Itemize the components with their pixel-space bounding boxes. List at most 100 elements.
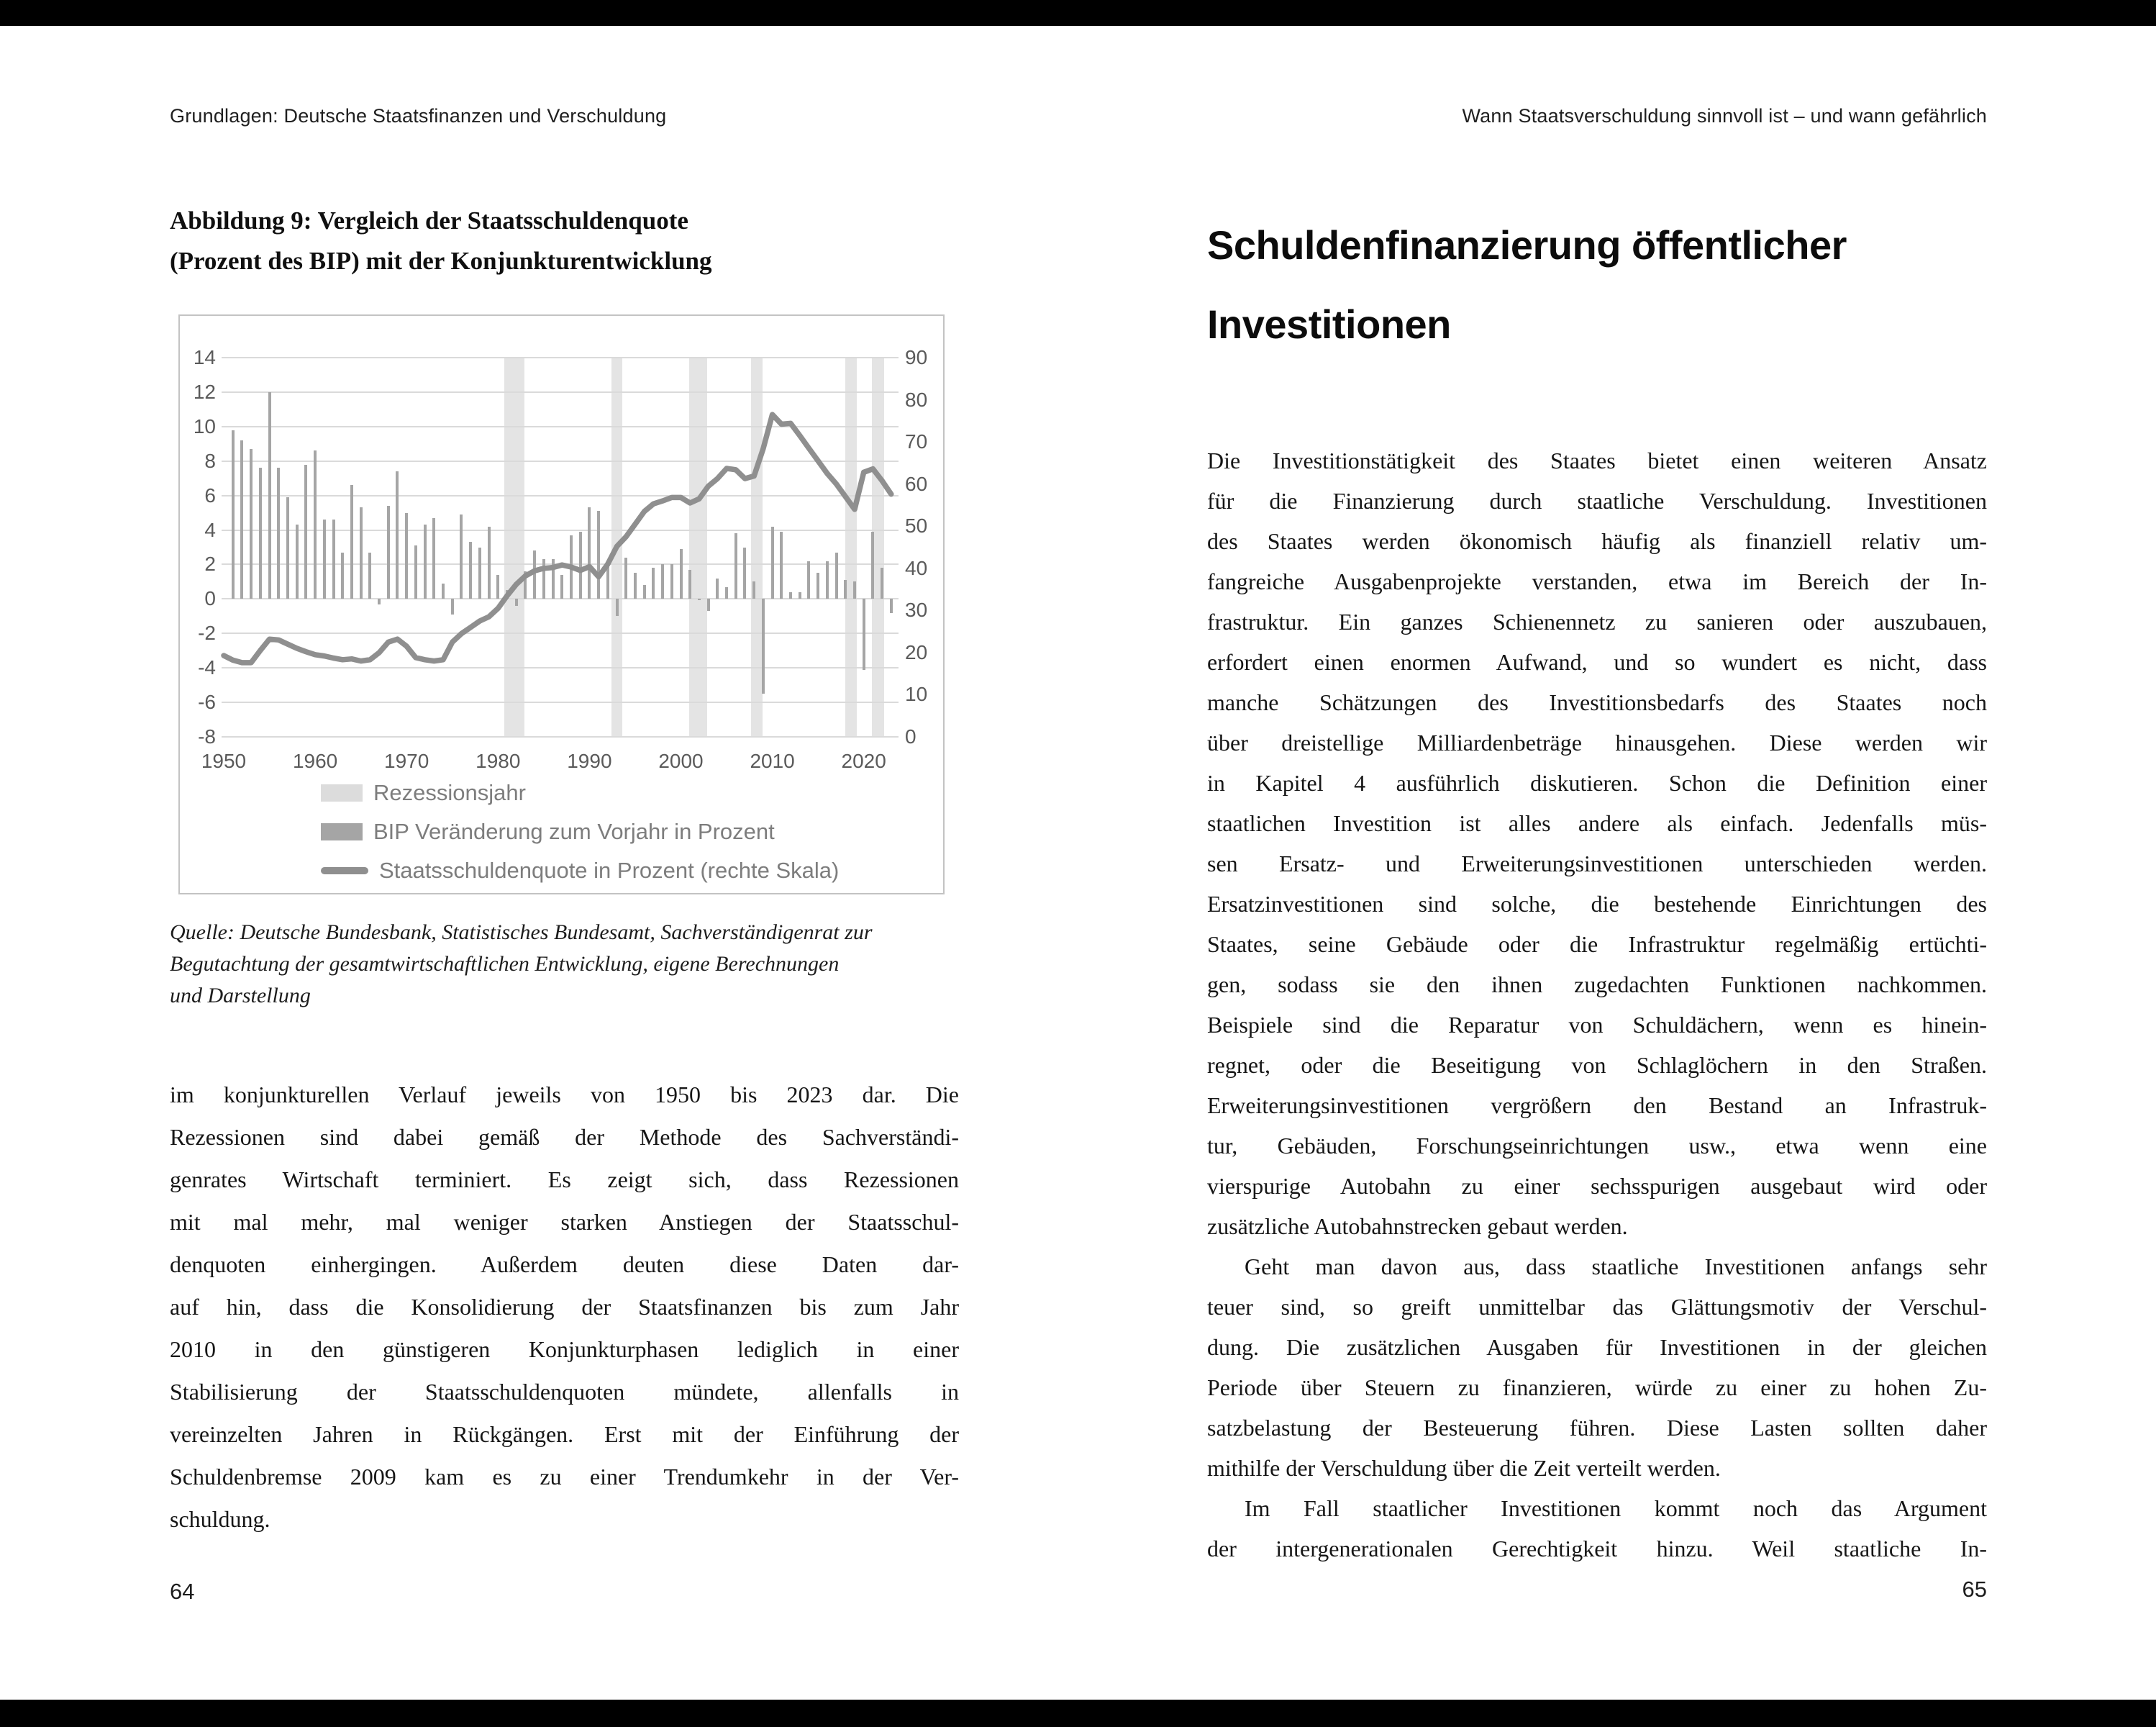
left-running-header: Grundlagen: Deutsche Staatsfinanzen und … xyxy=(170,105,667,127)
text-line: Im Fall staatlicher Investitionen kommt … xyxy=(1245,1495,1987,1521)
gdp-bar xyxy=(798,591,801,599)
right-body-text: Die Investitionstätigkeit des Staates bi… xyxy=(1207,440,1987,1569)
recession-band xyxy=(872,358,884,737)
gdp-bar xyxy=(578,531,582,599)
gdp-bar xyxy=(322,520,326,599)
gridline xyxy=(222,702,899,704)
gdp-bar xyxy=(286,497,289,599)
x-axis-label: 1960 xyxy=(292,750,338,772)
scan-edge-top xyxy=(0,0,2156,26)
gdp-bar xyxy=(378,599,381,604)
y-axis-label-right: 90 xyxy=(905,346,928,368)
gdp-bar xyxy=(496,574,500,599)
source-line-1: Quelle: Deutsche Bundesbank, Statistisch… xyxy=(170,920,873,944)
gridline xyxy=(222,391,899,393)
figure-title: Abbildung 9: Vergleich der Staatsschulde… xyxy=(170,201,712,281)
x-axis-label: 2010 xyxy=(750,750,795,772)
right-page-number: 65 xyxy=(1962,1577,1987,1602)
y-axis-label-left: 8 xyxy=(204,449,216,472)
gdp-bar xyxy=(423,525,427,599)
gdp-bar xyxy=(606,566,609,599)
gdp-bar xyxy=(460,514,463,599)
gdp-bar xyxy=(514,599,518,606)
gdp-bar xyxy=(240,440,244,599)
y-axis-label-right: 70 xyxy=(905,430,928,453)
gdp-bar xyxy=(615,599,619,617)
gridline xyxy=(222,667,899,669)
gdp-bar xyxy=(414,545,417,599)
gdp-bar xyxy=(386,506,390,599)
gdp-bar xyxy=(652,568,655,599)
text-line: erfordert einen enormen Aufwand, und so … xyxy=(1207,649,1987,675)
gdp-bar xyxy=(743,547,747,599)
text-line: vereinzelten Jahren in Rückgängen. Erst … xyxy=(170,1421,959,1447)
gdp-bar xyxy=(277,468,281,599)
gdp-bar xyxy=(588,507,591,599)
text-line: auf hin, dass die Konsolidierung der Sta… xyxy=(170,1294,959,1320)
text-line: Erweiterungsinvestitionen vergrößern den… xyxy=(1207,1092,1987,1118)
y-axis-label-right: 60 xyxy=(905,472,928,495)
y-axis-label-left: -4 xyxy=(198,656,216,679)
gdp-bar xyxy=(268,391,271,599)
text-line: frastruktur. Ein ganzes Schienennetz zu … xyxy=(1207,609,1987,635)
y-axis-label-left: 4 xyxy=(204,518,216,541)
text-line: teuer sind, so greift unmittelbar das Gl… xyxy=(1207,1294,1987,1320)
gdp-bar xyxy=(734,533,737,599)
y-axis-label-left: 0 xyxy=(204,587,216,610)
gdp-bar xyxy=(304,464,308,599)
gdp-bar xyxy=(697,599,701,600)
text-line: im konjunkturellen Verlauf jeweils von 1… xyxy=(170,1082,959,1107)
y-axis-label-right: 30 xyxy=(905,599,928,622)
text-line: sen Ersatz- und Erweiterungsinvestitione… xyxy=(1207,851,1987,876)
text-line: Stabilisierung der Staatsschuldenquoten … xyxy=(170,1379,959,1405)
gdp-bar xyxy=(551,559,555,599)
text-line: für die Finanzierung durch staatliche Ve… xyxy=(1207,488,1987,514)
text-line: mit mal mehr, mal weniger starken Anstie… xyxy=(170,1209,959,1235)
gdp-bar xyxy=(725,586,729,599)
gdp-bar xyxy=(341,552,345,599)
gdp-bar xyxy=(834,552,838,599)
gdp-bar xyxy=(542,559,545,599)
gdp-bar xyxy=(761,599,765,694)
y-axis-label-right: 50 xyxy=(905,515,928,538)
text-line: regnet, oder die Beseitigung von Schlagl… xyxy=(1207,1052,1987,1078)
gdp-bar xyxy=(670,564,673,599)
gdp-bar xyxy=(450,599,454,615)
gdp-bar xyxy=(524,571,527,599)
legend-label-gdp: BIP Veränderung zum Vorjahr in Prozent xyxy=(373,819,775,844)
gridline xyxy=(222,494,899,497)
y-axis-label-left: 2 xyxy=(204,553,216,576)
recession-swatch-icon xyxy=(321,784,363,802)
gridline xyxy=(222,357,899,358)
y-axis-label-right: 40 xyxy=(905,556,928,579)
x-axis-label: 1990 xyxy=(567,750,612,772)
left-page-number: 64 xyxy=(170,1579,195,1604)
gdp-bar xyxy=(852,581,856,599)
y-axis-label-left: -2 xyxy=(198,622,216,645)
gdp-bar xyxy=(250,448,253,599)
recession-band xyxy=(845,358,857,737)
text-line: Ersatzinvestitionen sind solche, die bes… xyxy=(1207,891,1987,917)
gdp-bar xyxy=(825,561,829,599)
left-body-text: im konjunkturellen Verlauf jeweils von 1… xyxy=(170,1074,959,1541)
text-line: Schuldenbremse 2009 kam es zu einer Tren… xyxy=(170,1464,959,1490)
gdp-bar xyxy=(770,526,774,599)
text-line: des Staates werden ökonomisch häufig als… xyxy=(1207,528,1987,554)
right-running-header: Wann Staatsverschuldung sinnvoll ist – u… xyxy=(1462,105,1987,127)
gdp-bar xyxy=(871,531,875,599)
y-axis-label-left: 12 xyxy=(193,380,216,403)
gdp-bar xyxy=(432,517,436,599)
gdp-bar xyxy=(560,574,564,599)
y-axis-label-right: 10 xyxy=(905,683,928,706)
text-line: Periode über Steuern zu finanzieren, wür… xyxy=(1207,1374,1987,1400)
text-line: Beispiele sind die Reparatur von Schuldä… xyxy=(1207,1012,1987,1038)
gdp-bar-swatch-icon xyxy=(321,823,363,840)
gdp-bar xyxy=(661,564,665,599)
text-line: vierspurige Autobahn zu einer sechsspuri… xyxy=(1207,1173,1987,1199)
x-axis-label: 2020 xyxy=(841,750,886,772)
y-axis-label-left: 10 xyxy=(193,414,216,438)
text-line: der intergenerationalen Gerechtigkeit hi… xyxy=(1207,1536,1987,1561)
figure-chart: 14 12 10 8 6 4 2 0 -2 -4 -6 -8 90 80 70 60 50 40 30 20 10 0 19… xyxy=(178,314,945,894)
text-line: über dreistellige Milliardenbeträge hina… xyxy=(1207,730,1987,756)
